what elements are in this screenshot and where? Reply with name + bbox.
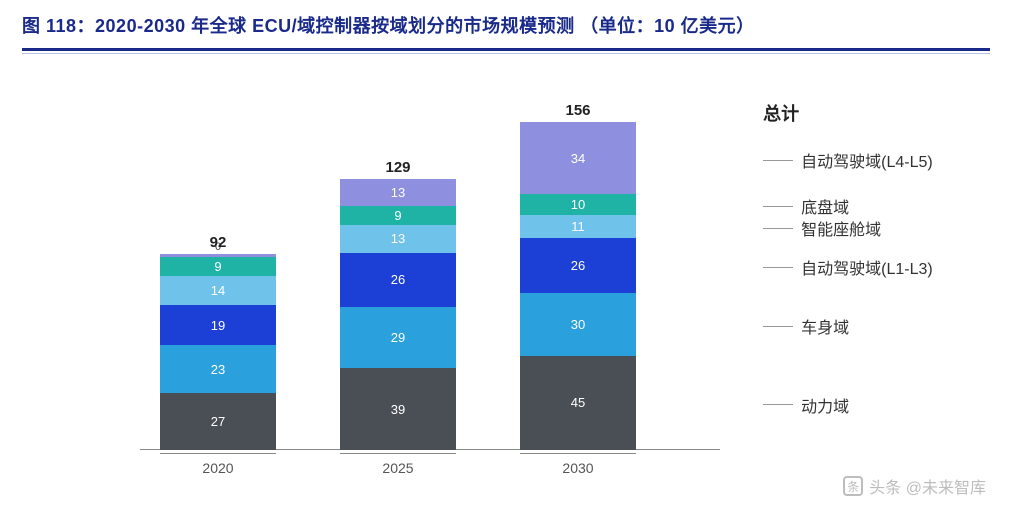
legend-label: 动力域 <box>801 393 849 417</box>
segment-value: 30 <box>571 318 585 331</box>
legend-item-body: 车身域 <box>763 314 849 338</box>
bar-segment-body: 30 <box>520 293 636 356</box>
segment-value: 34 <box>571 152 585 165</box>
bar-segment-chassis: 9 <box>160 257 276 276</box>
legend-item-ad_l4l5: 自动驾驶域(L4-L5) <box>763 148 933 172</box>
bar-segment-ad_l1l3: 26 <box>520 238 636 293</box>
bar-segment-ad_l4l5: 0 <box>160 254 276 257</box>
legend-label: 智能座舱域 <box>801 216 881 240</box>
segment-value: 39 <box>391 403 405 416</box>
segment-value: 26 <box>571 259 585 272</box>
title-rule-light <box>22 53 990 54</box>
segment-value: 27 <box>211 415 225 428</box>
bar-segment-body: 23 <box>160 345 276 393</box>
bar-segment-cabin: 14 <box>160 276 276 305</box>
legend-leader-line <box>763 404 793 405</box>
legend-title: 总计 <box>763 100 799 126</box>
legend-label: 自动驾驶域(L1-L3) <box>801 255 933 279</box>
bar-column: 392926139131292025 <box>340 179 456 450</box>
title-rule-dark <box>22 48 990 51</box>
legend-label: 车身域 <box>801 314 849 338</box>
segment-value: 13 <box>391 186 405 199</box>
legend-item-ad_l1l3: 自动驾驶域(L1-L3) <box>763 255 933 279</box>
segment-value: 19 <box>211 319 225 332</box>
bar-total: 129 <box>340 159 456 176</box>
x-axis-label: 2020 <box>160 453 276 476</box>
bar-segment-power: 27 <box>160 393 276 450</box>
watermark-text: 头条 @未来智库 <box>869 474 986 498</box>
bar-total: 156 <box>520 102 636 119</box>
legend-item-cabin: 智能座舱域 <box>763 216 881 240</box>
bar-segment-power: 45 <box>520 356 636 451</box>
segment-value: 26 <box>391 273 405 286</box>
bar-segment-cabin: 11 <box>520 215 636 238</box>
chart-area: 27 23 19 14 9 0 92 2020 39 29 26 13 9 13 129 2025 45 30 26… <box>0 84 1012 484</box>
legend-leader-line <box>763 228 793 229</box>
bars-zone: 27 23 19 14 9 0 92 2020 39 29 26 13 9 13 129 2025 45 30 26… <box>140 84 737 484</box>
legend-label: 自动驾驶域(L4-L5) <box>801 148 933 172</box>
bar-segment-ad_l4l5: 13 <box>340 179 456 206</box>
bar-segment-body: 29 <box>340 307 456 368</box>
x-axis-label: 2025 <box>340 453 456 476</box>
bar-segment-ad_l4l5: 34 <box>520 122 636 193</box>
legend-item-power: 动力域 <box>763 393 849 417</box>
legend-leader-line <box>763 267 793 268</box>
segment-value: 9 <box>394 209 401 222</box>
segment-value: 14 <box>211 284 225 297</box>
watermark-icon: 条 <box>843 476 863 496</box>
chart-title: 图 118：2020-2030 年全球 ECU/域控制器按域划分的市场规模预测 … <box>22 12 990 38</box>
legend-label: 底盘域 <box>801 194 849 218</box>
segment-value: 23 <box>211 363 225 376</box>
bar-segment-cabin: 13 <box>340 225 456 252</box>
bar-segment-chassis: 9 <box>340 206 456 225</box>
segment-value: 10 <box>571 198 585 211</box>
segment-value: 13 <box>391 232 405 245</box>
bar-segment-ad_l1l3: 19 <box>160 305 276 345</box>
segment-value: 9 <box>214 260 221 273</box>
legend: 总计 自动驾驶域(L4-L5) 底盘域智能座舱域自动驾驶域(L1-L3) 车身域动力… <box>763 84 1012 484</box>
bar-column: 4530261110341562030 <box>520 122 636 450</box>
segment-value: 29 <box>391 331 405 344</box>
bar-total: 92 <box>160 234 276 251</box>
legend-leader-line <box>763 206 793 207</box>
bar-column: 2723191490922020 <box>160 254 276 450</box>
bar-segment-ad_l1l3: 26 <box>340 253 456 308</box>
legend-leader-line <box>763 326 793 327</box>
segment-value: 11 <box>571 220 585 233</box>
bar-segment-chassis: 10 <box>520 194 636 215</box>
bar-segment-power: 39 <box>340 368 456 450</box>
watermark: 条 头条 @未来智库 <box>843 474 986 498</box>
x-axis-label: 2030 <box>520 453 636 476</box>
legend-item-chassis: 底盘域 <box>763 194 849 218</box>
legend-leader-line <box>763 160 793 161</box>
segment-value: 45 <box>571 396 585 409</box>
